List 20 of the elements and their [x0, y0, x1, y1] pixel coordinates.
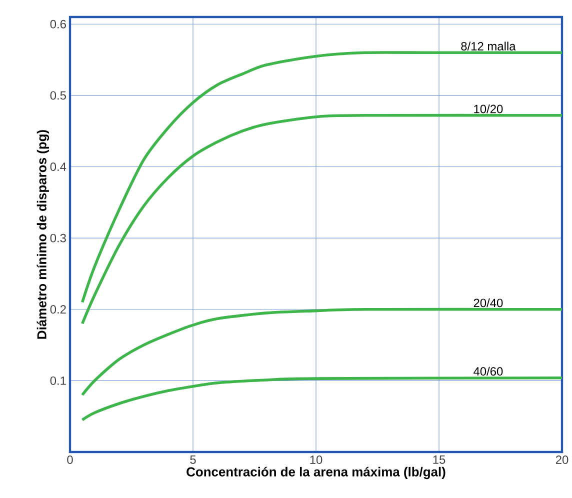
- series-label: 20/40: [474, 298, 503, 308]
- x-tick-label: 10: [310, 456, 322, 464]
- x-tick-label: 15: [433, 456, 446, 464]
- y-tick-label: 0.1: [50, 376, 66, 385]
- line-series: [80, 308, 562, 396]
- line-series: [80, 114, 562, 326]
- x-tick-label: 0: [67, 456, 73, 464]
- series-label: 40/60: [474, 366, 503, 376]
- x-axis-title: Concentración de la arena máxima (lb/gal): [186, 466, 446, 480]
- series-label: 8/12 malla: [461, 42, 516, 50]
- y-tick-label: 0.6: [50, 20, 66, 28]
- x-tick-label: 20: [556, 456, 568, 464]
- series-label: 10/20: [474, 104, 503, 114]
- y-tick-label: 0.5: [50, 91, 66, 100]
- y-axis-title: Diámetro mínimo de disparos (pg): [36, 130, 50, 339]
- x-tick-label: 5: [190, 456, 196, 464]
- y-tick-label: 0.4: [50, 162, 66, 171]
- y-tick-label: 0.2: [50, 305, 66, 314]
- y-tick-label: 0.3: [50, 234, 66, 242]
- line-series: [80, 376, 562, 422]
